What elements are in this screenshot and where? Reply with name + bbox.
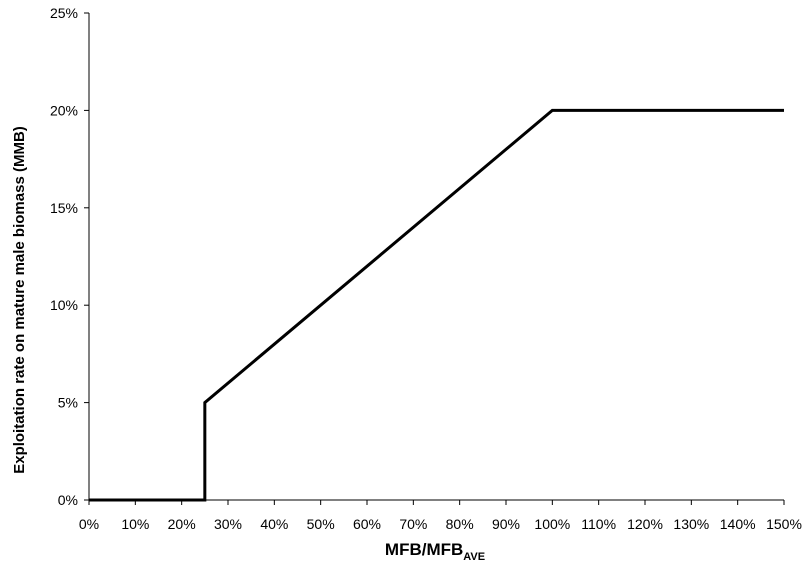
x-tick-labels: 0% 10% 20% 30% 40% 50% 60% 70% 80% 90% 100% 110% 120…: [79, 516, 802, 532]
x-tick-label: 50%: [307, 516, 335, 532]
series-layer: [89, 108, 784, 502]
x-tick-label: 90%: [492, 516, 520, 532]
y-tick-label: 25%: [50, 5, 78, 21]
x-tick-label: 70%: [399, 516, 427, 532]
x-tick-label: 140%: [720, 516, 756, 532]
y-tick-labels: 0% 5% 10% 15% 20% 25%: [50, 5, 78, 508]
x-tick-label: 60%: [353, 516, 381, 532]
x-tick-label: 30%: [214, 516, 242, 532]
x-tick-label: 110%: [581, 516, 616, 532]
x-tick-label: 150%: [766, 516, 802, 532]
x-tick-label: 40%: [260, 516, 288, 532]
y-tick-label: 20%: [50, 102, 78, 118]
y-axis-title: Exploitation rate on mature male biomass…: [11, 126, 28, 474]
x-axis-title-subscript: AVE: [463, 551, 485, 563]
series-line: [89, 108, 784, 502]
x-tick-label: 100%: [534, 516, 570, 532]
x-tick-label: 130%: [673, 516, 709, 532]
axes: [84, 12, 785, 505]
y-tick-label: 15%: [50, 200, 78, 216]
x-tick-label: 80%: [446, 516, 474, 532]
x-tick-label: 0%: [79, 516, 99, 532]
x-axis-title-main: MFB/MFB: [385, 540, 463, 559]
y-tick-label: 0%: [58, 492, 78, 508]
x-tick-label: 20%: [168, 516, 196, 532]
x-tick-label: 120%: [627, 516, 663, 532]
y-tick-label: 5%: [58, 395, 78, 411]
x-axis-title: MFB/MFBAVE: [385, 540, 485, 563]
y-tick-label: 10%: [50, 297, 78, 313]
x-tick-label: 10%: [121, 516, 149, 532]
